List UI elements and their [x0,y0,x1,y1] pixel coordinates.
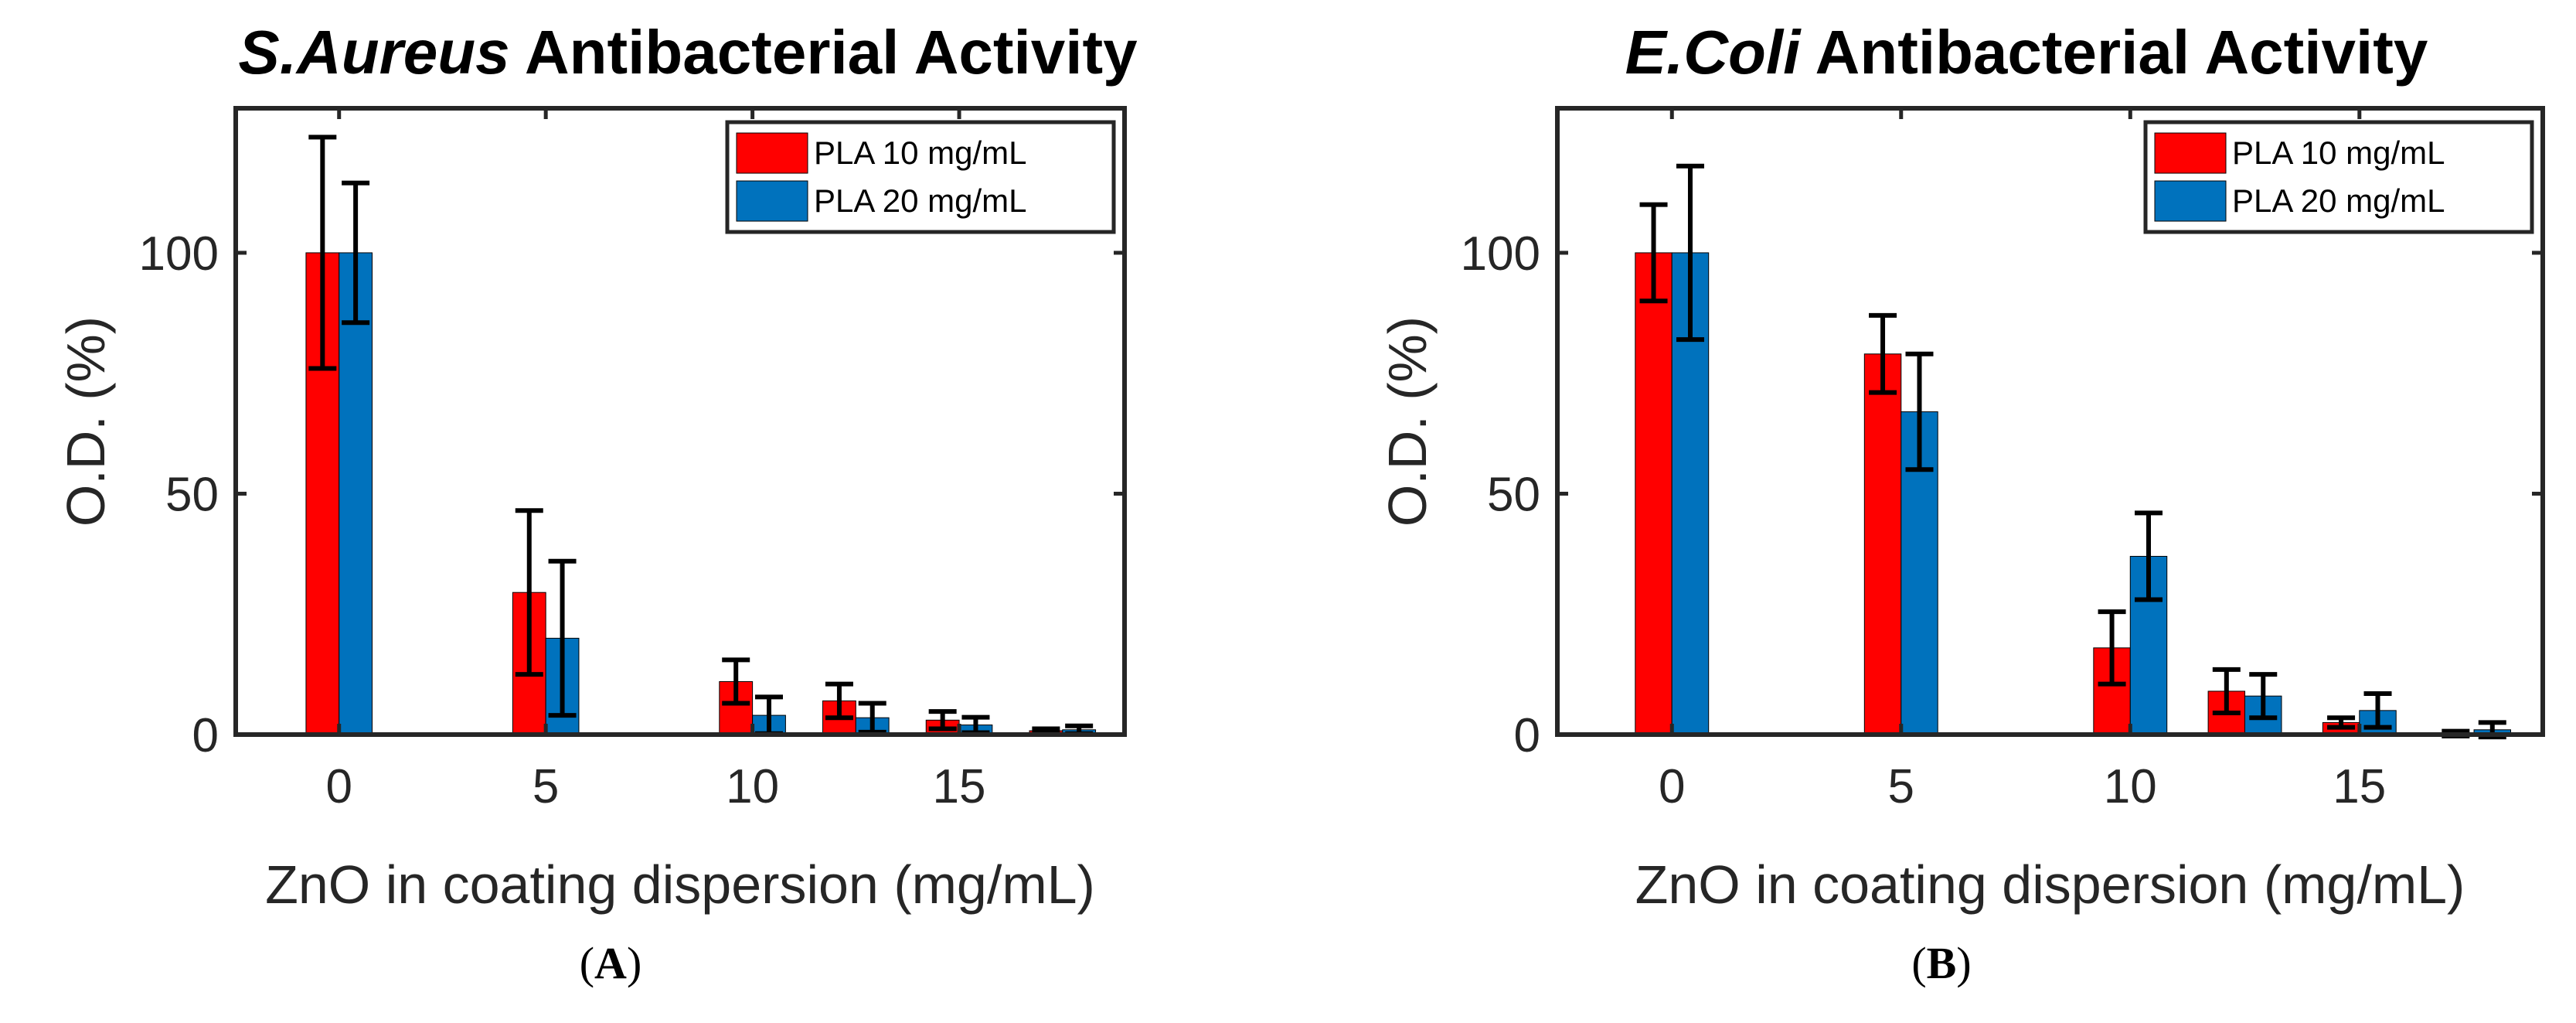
error-bar [2098,609,2126,687]
error-bar [1639,202,1668,304]
chart-panel-a: S.Aureus Antibacterial Activity 0 5 10 15 0 5… [56,18,1138,988]
chart-panel-b: E.Coli Antibacterial Activity 0 5 10 15 0 50 1… [1377,18,2545,988]
x-tick-label: 0 [325,760,352,813]
y-tick-label: 50 [165,468,219,521]
legend: PLA 10 mg/mL PLA 20 mg/mL [725,120,1116,234]
legend-label: PLA 10 mg/mL [814,135,1026,171]
error-bar [825,681,853,721]
y-tick-label: 0 [192,709,219,762]
x-tick-label: 0 [1659,760,1685,813]
legend-swatch [736,132,808,174]
chart-title: S.Aureus Antibacterial Activity [238,18,1138,87]
error-bar [308,135,337,371]
legend-swatch [2154,180,2227,222]
legend-label: PLA 20 mg/mL [814,182,1026,219]
error-bar [2327,715,2356,730]
chart-title-rest: Antibacterial Activity [510,18,1138,87]
x-tick-label: 15 [2333,760,2386,813]
legend-label: PLA 10 mg/mL [2232,135,2445,171]
y-tick-label: 100 [1461,227,1540,281]
x-axis-label: ZnO in coating dispersion (mg/mL) [265,854,1095,915]
error-bar [2212,667,2241,715]
legend-swatch [736,180,808,222]
panel-caption: (A) [580,938,642,988]
y-axis-label: O.D. (%) [1377,316,1438,527]
bar [339,252,373,735]
chart-title-rest: Antibacterial Activity [1800,18,2428,87]
error-bar [2135,510,2163,602]
chart-title-italic: E.Coli [1625,18,1802,87]
axes-box [233,106,1127,737]
error-bar [722,657,750,706]
error-bar [1032,726,1060,735]
x-tick-label: 15 [933,760,986,813]
x-tick-label: 5 [533,760,559,813]
error-bar [548,558,577,718]
y-tick-label: 50 [1487,468,1540,521]
error-bar [2363,691,2392,730]
error-bar [1905,351,1934,472]
bar [1635,252,1673,735]
x-axis-label: ZnO in coating dispersion (mg/mL) [1635,854,2465,915]
y-axis-label: O.D. (%) [56,316,116,527]
panel-caption-letter: B [1927,938,1957,988]
legend-swatch [2154,132,2227,174]
error-bar [342,180,370,326]
panel-caption: (B) [1911,938,1971,988]
x-tick-label: 10 [2104,760,2157,813]
error-bar [1869,312,1897,395]
x-tick-label: 10 [726,760,779,813]
bar [1863,353,1902,735]
x-tick-label: 5 [1888,760,1914,813]
error-bar [928,709,957,731]
chart-title-italic: S.Aureus [238,18,509,87]
panel-caption-letter: A [594,938,627,988]
legend-label: PLA 20 mg/mL [2232,182,2445,219]
chart-title: E.Coli Antibacterial Activity [1625,18,2428,87]
legend: PLA 10 mg/mL PLA 20 mg/mL [2143,120,2534,234]
error-bar [1676,163,1704,343]
y-tick-label: 0 [1514,709,1540,762]
error-bar [858,701,886,735]
y-tick-label: 100 [139,227,219,281]
error-bar [2249,672,2278,721]
axes-box [1555,106,2545,737]
error-bar [515,508,543,677]
